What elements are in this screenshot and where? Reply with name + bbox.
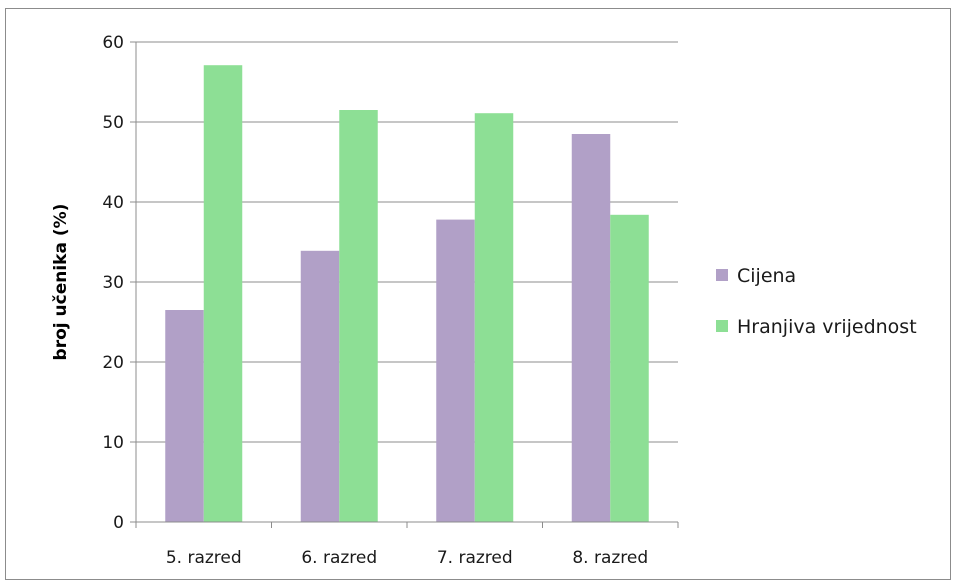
- y-tick-label: 50: [102, 113, 124, 133]
- x-tick-labels: 5. razred 6. razred 7. razred 8. razred: [135, 522, 679, 568]
- bar-cijena-4: [571, 134, 611, 522]
- y-tick-label: 60: [102, 33, 124, 53]
- bars: [165, 65, 649, 523]
- y-tick-label: 40: [102, 193, 124, 213]
- y-axis-label: broj učenika (%): [51, 204, 71, 361]
- legend-swatch: [716, 269, 728, 281]
- y-tick-label: 20: [102, 353, 124, 373]
- bar-cijena-3: [436, 219, 475, 522]
- y-tick-label: 10: [102, 433, 124, 453]
- y-tick-labels: 0 10 20 30 40 50 60: [102, 33, 136, 533]
- legend-label: Cijena: [737, 265, 796, 287]
- bar-hranjiva-vrijednost-1: [203, 65, 243, 522]
- x-tick-label: 8. razred: [572, 548, 648, 568]
- x-tick-label: 6. razred: [301, 548, 377, 568]
- x-tick-label: 7. razred: [437, 548, 513, 568]
- bar-hranjiva-vrijednost-4: [610, 214, 649, 523]
- bar-hranjiva-vrijednost-2: [339, 110, 378, 522]
- legend: Cijena Hranjiva vrijednost: [716, 265, 917, 338]
- bar-hranjiva-vrijednost-3: [474, 113, 514, 522]
- legend-label: Hranjiva vrijednost: [737, 316, 917, 338]
- y-tick-label: 0: [113, 513, 124, 533]
- bar-cijena-1: [165, 310, 204, 522]
- y-tick-label: 30: [102, 273, 124, 293]
- bar-cijena-2: [300, 250, 340, 523]
- x-tick-label: 5. razred: [166, 548, 242, 568]
- legend-swatch: [716, 320, 728, 332]
